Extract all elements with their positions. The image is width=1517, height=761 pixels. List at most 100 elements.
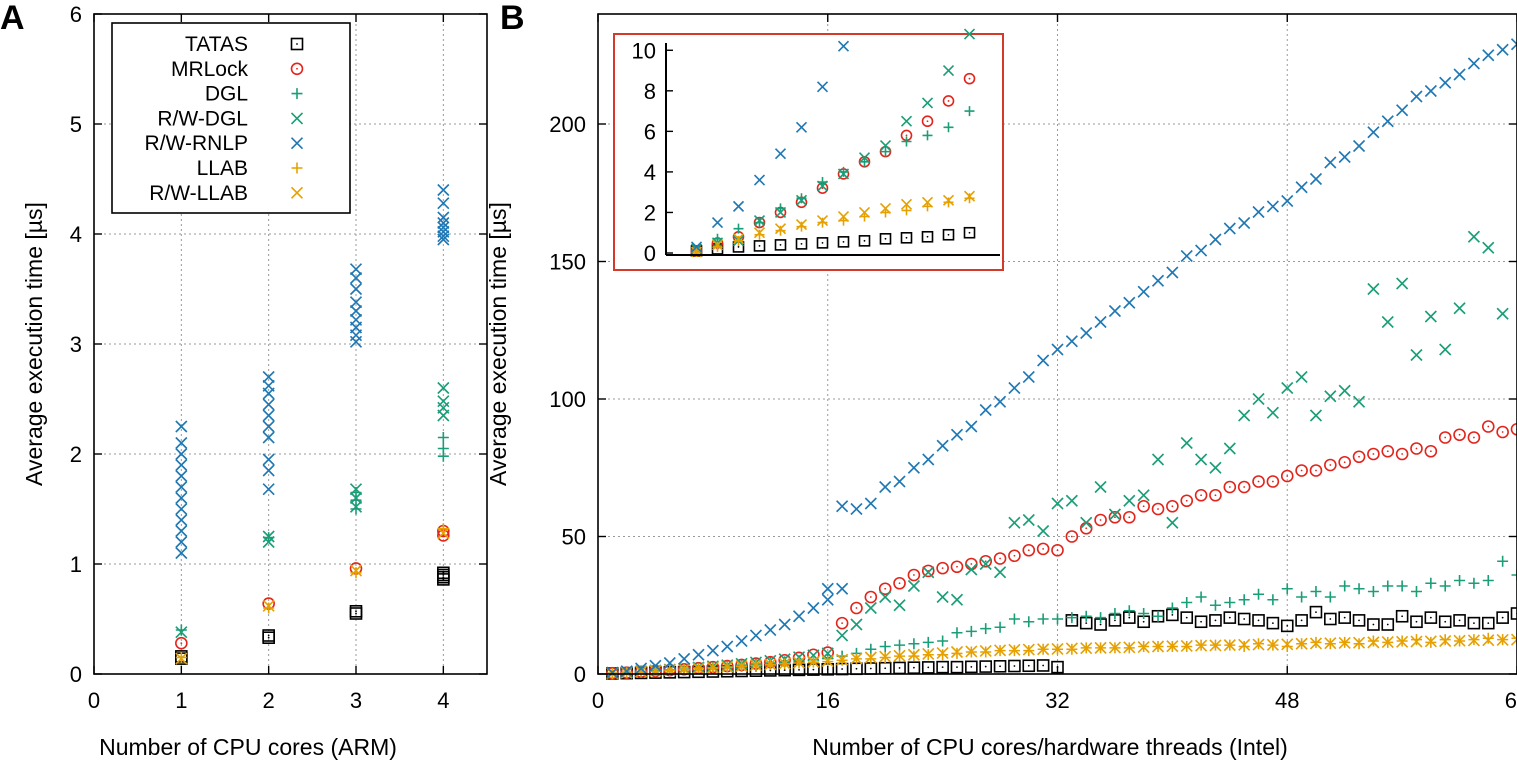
data-point	[837, 168, 850, 180]
data-point	[950, 560, 964, 574]
data-point	[1152, 610, 1164, 622]
x-tick-label: 48	[1275, 688, 1299, 713]
data-point	[262, 398, 275, 411]
data-point	[963, 28, 976, 40]
data-point	[175, 626, 188, 639]
data-point	[649, 659, 662, 672]
data-point	[879, 233, 892, 245]
data-point	[879, 590, 892, 604]
data-point	[1367, 126, 1380, 139]
data-point	[262, 464, 275, 477]
data-point	[979, 554, 993, 568]
data-point	[1467, 634, 1480, 647]
data-point	[1195, 453, 1208, 466]
data-point	[1468, 577, 1480, 589]
data-point	[1381, 636, 1394, 649]
data-point	[1309, 605, 1323, 619]
data-point	[1166, 516, 1179, 529]
data-point	[1036, 659, 1050, 672]
data-point	[749, 659, 763, 672]
data-point	[836, 582, 849, 595]
data-point	[262, 629, 275, 642]
data-point	[437, 183, 450, 197]
data-point	[979, 557, 992, 571]
data-point	[1195, 591, 1207, 603]
data-point	[1324, 637, 1337, 650]
data-point	[1453, 614, 1466, 627]
data-point	[735, 634, 748, 648]
data-point	[1094, 480, 1107, 494]
data-point	[950, 645, 964, 659]
data-point	[1296, 591, 1308, 603]
data-point	[437, 197, 450, 210]
data-point	[1367, 282, 1380, 296]
data-point	[349, 296, 363, 309]
data-point	[838, 166, 849, 177]
data-point	[620, 666, 633, 679]
data-point	[964, 193, 975, 204]
data-point	[1496, 633, 1509, 646]
data-point	[1482, 241, 1495, 254]
data-point	[1008, 549, 1021, 563]
data-point	[1410, 442, 1423, 455]
data-point	[1137, 640, 1150, 654]
data-point	[937, 635, 949, 647]
data-point	[1109, 608, 1121, 619]
data-point	[807, 601, 820, 615]
data-point	[692, 662, 705, 675]
data-point	[1395, 609, 1409, 623]
data-point	[778, 657, 791, 670]
data-point	[1224, 597, 1236, 608]
data-point	[836, 653, 849, 666]
data-point	[1295, 370, 1308, 384]
data-point	[963, 190, 976, 202]
data-point	[350, 567, 362, 579]
data-point	[1080, 610, 1092, 622]
data-point	[921, 661, 935, 674]
data-point	[711, 239, 724, 251]
data-point	[1381, 618, 1395, 631]
data-point	[1080, 516, 1093, 529]
inset-data-points	[690, 28, 976, 258]
data-point	[865, 653, 877, 665]
data-point	[951, 647, 963, 659]
data-point	[907, 648, 920, 661]
data-point	[1424, 310, 1437, 323]
data-point	[893, 475, 906, 488]
data-point	[1238, 641, 1250, 652]
data-point	[950, 593, 964, 606]
data-point	[795, 194, 808, 206]
data-point	[942, 95, 955, 107]
data-point	[1497, 555, 1509, 567]
data-point	[1066, 612, 1078, 624]
data-point	[979, 660, 993, 673]
data-point	[1080, 326, 1093, 340]
data-point	[1424, 611, 1438, 624]
data-point	[692, 648, 705, 661]
x-tick-label: 3	[350, 688, 362, 713]
data-point	[437, 395, 450, 408]
data-point	[175, 480, 188, 494]
data-point	[963, 226, 976, 239]
data-point	[836, 629, 849, 642]
data-point	[1166, 266, 1179, 279]
data-point	[1382, 580, 1394, 592]
data-point	[1367, 635, 1379, 647]
data-point	[1166, 640, 1179, 653]
data-point	[1094, 315, 1107, 329]
data-point	[1151, 274, 1165, 287]
data-point	[1338, 636, 1351, 649]
data-point	[943, 197, 954, 208]
data-point	[437, 527, 450, 540]
data-point	[1453, 302, 1466, 315]
inset-series-r-w-llab	[690, 190, 976, 258]
data-point	[1166, 499, 1179, 513]
data-point	[893, 576, 906, 590]
series-r-w-dgl	[175, 381, 450, 639]
data-point	[1052, 613, 1063, 625]
data-point	[1181, 597, 1193, 608]
data-point	[1496, 425, 1509, 439]
inset-series-r-w-rnlp	[690, 40, 850, 253]
data-point	[349, 500, 363, 513]
data-point	[893, 649, 906, 662]
